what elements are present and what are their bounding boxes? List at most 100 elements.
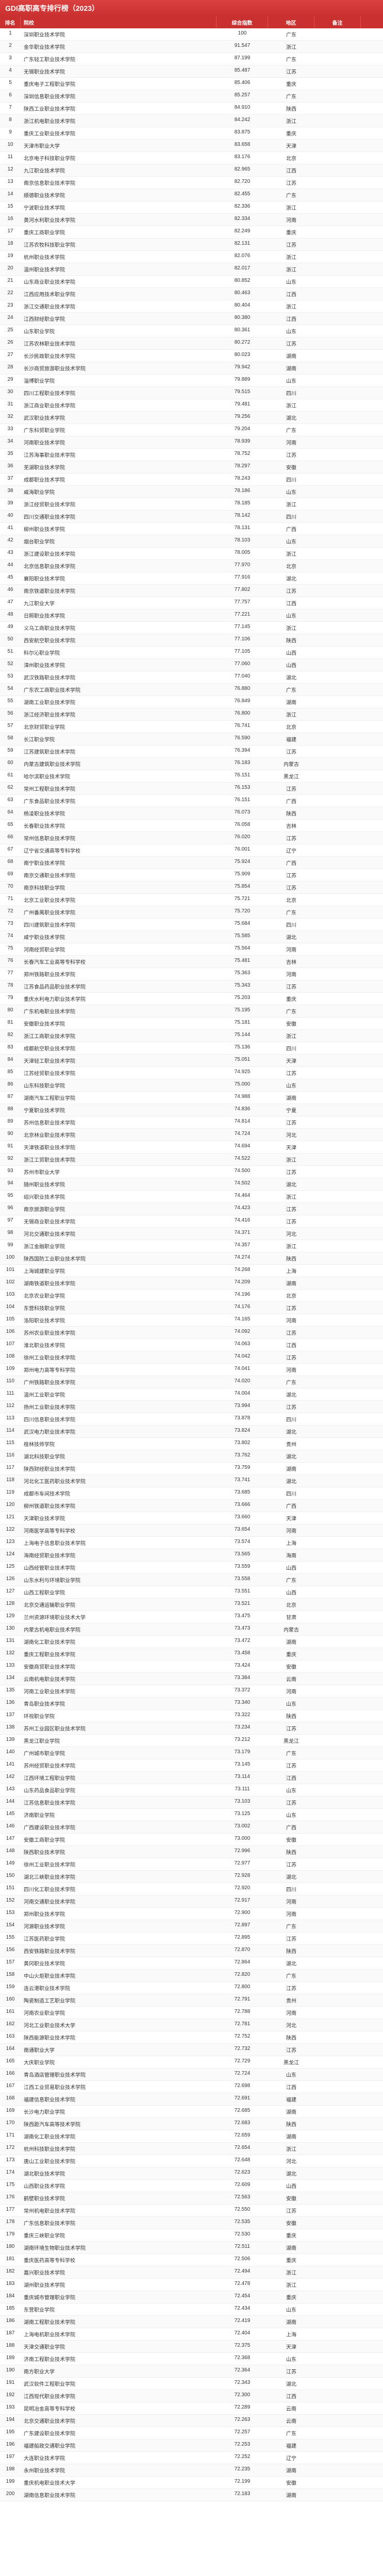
col-note-cell	[314, 1784, 361, 1796]
table-row: 59江苏建筑职业技术学院76.394江苏	[0, 745, 383, 758]
col-school-cell: 武汉电力职业技术学院	[21, 1426, 217, 1437]
col-note-cell	[314, 486, 361, 498]
col-note-cell	[314, 1376, 361, 1388]
col-school-cell: 重庆三峡职业学院	[21, 2229, 217, 2241]
table-row: 112扬州工业职业技术学院73.994江苏	[0, 1401, 383, 1413]
col-region-cell: 江苏	[268, 1982, 314, 1994]
col-school-cell: 柳州铁道职业技术学院	[21, 1500, 217, 1512]
col-school-cell: 烟台职业学院	[21, 535, 217, 547]
col-school-cell: 武汉职业技术学院	[21, 412, 217, 423]
col-school-cell: 苏州经贸职业技术学院	[21, 1759, 217, 1771]
col-school-cell: 长沙电力职业学院	[21, 2106, 217, 2117]
col-note-cell	[314, 696, 361, 708]
col-region-cell: 江西	[268, 2390, 314, 2402]
col-rank-cell: 189	[0, 2353, 21, 2365]
table-row: 130内蒙古机电职业技术学院73.473内蒙古	[0, 1623, 383, 1636]
col-school-cell: 南京信息职业技术学院	[21, 177, 217, 189]
col-rank-cell: 156	[0, 1945, 21, 1957]
col-school-cell: 四川建筑职业技术学院	[21, 919, 217, 930]
col-region-cell: 广东	[268, 53, 314, 65]
col-rank-cell: 142	[0, 1772, 21, 1784]
col-rank-cell: 154	[0, 1920, 21, 1932]
col-note-cell	[314, 362, 361, 374]
col-rank-cell: 200	[0, 2489, 21, 2501]
col-note-cell	[314, 1599, 361, 1611]
col-note-cell	[314, 1203, 361, 1215]
col-note-cell	[314, 2378, 361, 2389]
col-region-cell: 江西	[268, 597, 314, 609]
table-row: 199重庆机电职业技术大学72.199安徽	[0, 2477, 383, 2489]
col-school-cell: 成都市车间技术学院	[21, 1487, 217, 1499]
col-rank-cell: 88	[0, 1104, 21, 1116]
col-note-cell	[314, 214, 361, 226]
col-region-cell: 江西	[268, 1772, 314, 1784]
col-rank-cell: 110	[0, 1376, 21, 1388]
col-note-cell	[314, 28, 361, 40]
table-row: 97无锡商业职业技术学院74.416江苏	[0, 1215, 383, 1228]
col-school-cell: 连云港职业技术学院	[21, 1982, 217, 1994]
col-note-cell	[314, 90, 361, 102]
col-region-cell: 广东	[268, 1920, 314, 1932]
col-rank-cell: 64	[0, 807, 21, 819]
col-school-cell: 鹤壁职业技术学院	[21, 2192, 217, 2204]
col-score-cell: 74.724	[217, 1129, 268, 1141]
col-note-cell	[314, 1079, 361, 1091]
col-note-cell	[314, 585, 361, 597]
col-score-cell: 78.752	[217, 449, 268, 461]
col-school-cell: 浙江金融职业学院	[21, 1240, 217, 1252]
col-note-cell	[314, 1512, 361, 1524]
col-school-cell: 深圳信息职业技术学院	[21, 90, 217, 102]
table-row: 114武汉电力职业技术学院73.824湖北	[0, 1426, 383, 1438]
col-score-cell: 72.920	[217, 1883, 268, 1895]
col-note-cell	[314, 115, 361, 127]
table-row: 22江西应用技术职业学院80.463江西	[0, 288, 383, 300]
col-region-cell: 陕西	[268, 1252, 314, 1264]
col-rank-cell: 17	[0, 226, 21, 238]
col-rank-cell: 21	[0, 276, 21, 287]
col-note-cell	[314, 1252, 361, 1264]
col-note-cell	[314, 1154, 361, 1165]
col-school-cell: 天津铁道职业技术学院	[21, 1141, 217, 1153]
col-score-cell: 72.368	[217, 2353, 268, 2365]
col-school-cell: 河北工业职业技术大学	[21, 2019, 217, 2031]
col-region-cell: 山东	[268, 609, 314, 621]
col-school-cell: 襄阳职业技术学院	[21, 572, 217, 584]
col-region-cell: 湖北	[268, 572, 314, 584]
col-score-cell: 72.550	[217, 2205, 268, 2216]
col-region-cell: 江苏	[268, 1116, 314, 1128]
col-region-cell: 江苏	[268, 1858, 314, 1870]
table-row: 156西安铁路职业技术学院72.870陕西	[0, 1945, 383, 1957]
col-note-cell	[314, 659, 361, 671]
col-region-cell: 安徽	[268, 1834, 314, 1845]
col-school-cell: 杨凌职业技术学院	[21, 807, 217, 819]
col-rank-cell: 182	[0, 2266, 21, 2278]
table-row: 173唐山工业职业技术学院72.648河北	[0, 2155, 383, 2167]
col-note-cell	[314, 906, 361, 918]
col-rank-cell: 168	[0, 2093, 21, 2105]
col-region-cell: 四川	[268, 1487, 314, 1499]
col-rank-cell: 12	[0, 164, 21, 176]
col-school-cell: 海南经贸职业技术学院	[21, 1549, 217, 1561]
col-region-cell: 江苏	[268, 980, 314, 992]
col-score-cell: 76.153	[217, 783, 268, 794]
table-row: 2金华职业技术学院91.547浙江	[0, 41, 383, 53]
col-region-cell: 山东	[268, 2069, 314, 2080]
table-row: 115桂林技师学院73.802贵州	[0, 1438, 383, 1450]
col-region-cell: 重庆	[268, 2291, 314, 2303]
col-region-cell: 河南	[268, 1524, 314, 1536]
col-note-cell	[314, 2155, 361, 2167]
col-region-cell: 湖北	[268, 931, 314, 943]
col-note-cell	[314, 78, 361, 90]
col-note-cell	[314, 943, 361, 955]
table-row: 121天津职业技术学院73.660天津	[0, 1512, 383, 1524]
col-score-cell: 74.268	[217, 1265, 268, 1277]
table-row: 196福建船政交通职业学院72.253福建	[0, 2439, 383, 2452]
col-region-cell: 广西	[268, 523, 314, 535]
col-rank-cell: 32	[0, 412, 21, 423]
table-row: 66常州信息职业技术学院76.020江苏	[0, 832, 383, 844]
col-score-cell: 72.419	[217, 2316, 268, 2328]
col-note-cell	[314, 1042, 361, 1054]
col-rank-cell: 83	[0, 1042, 21, 1054]
table-row: 8浙江机电职业技术学院84.242浙江	[0, 115, 383, 127]
col-note-cell	[314, 708, 361, 720]
